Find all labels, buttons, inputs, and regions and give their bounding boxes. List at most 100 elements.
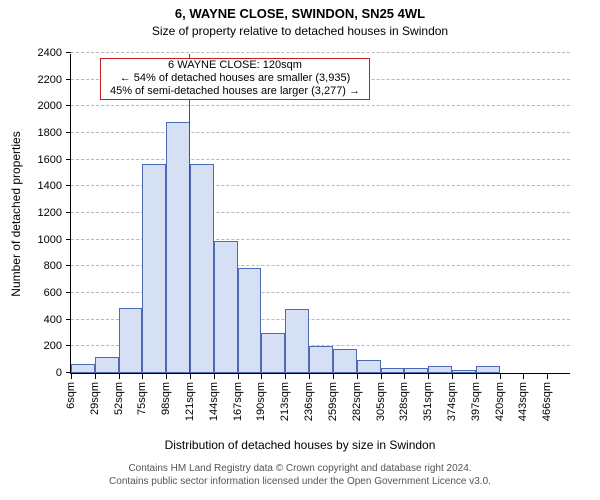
annotation-line2: ← 54% of detached houses are smaller (3,…: [101, 72, 369, 85]
y-tick-mark: [66, 185, 71, 186]
x-tick-label: 443sqm: [517, 382, 529, 421]
x-tick-label: 213sqm: [279, 382, 291, 421]
x-tick-label: 144sqm: [208, 382, 220, 421]
histogram-bar: [119, 308, 143, 373]
x-tick-mark: [238, 374, 239, 379]
x-tick-label: 121sqm: [184, 382, 196, 421]
y-tick-mark: [66, 105, 71, 106]
gridline: [71, 52, 570, 53]
x-tick-label: 98sqm: [160, 382, 172, 415]
x-tick-label: 282sqm: [351, 382, 363, 421]
histogram-bar: [452, 370, 476, 373]
y-tick-mark: [66, 212, 71, 213]
chart-plot-area: 0200400600800100012001400160018002000220…: [70, 54, 570, 374]
x-tick-label: 351sqm: [422, 382, 434, 421]
gridline: [71, 105, 570, 106]
histogram-bar: [142, 164, 166, 373]
annotation-box: 6 WAYNE CLOSE: 120sqm ← 54% of detached …: [100, 58, 370, 100]
x-tick-mark: [547, 374, 548, 379]
histogram-bar: [404, 368, 428, 373]
histogram-bar: [333, 349, 357, 373]
x-tick-mark: [357, 374, 358, 379]
y-tick-label: 400: [44, 314, 62, 326]
y-axis-label: Number of detached properties: [9, 131, 23, 296]
x-tick-mark: [95, 374, 96, 379]
x-tick-mark: [261, 374, 262, 379]
histogram-bar: [95, 357, 119, 373]
histogram-bar: [309, 346, 333, 373]
y-tick-label: 800: [44, 260, 62, 272]
x-tick-mark: [476, 374, 477, 379]
gridline: [71, 159, 570, 160]
y-tick-label: 1200: [38, 207, 62, 219]
y-tick-mark: [66, 265, 71, 266]
footer-line2: Contains public sector information licen…: [0, 475, 600, 488]
gridline: [71, 132, 570, 133]
x-tick-mark: [309, 374, 310, 379]
x-tick-label: 466sqm: [541, 382, 553, 421]
annotation-line1: 6 WAYNE CLOSE: 120sqm: [101, 59, 369, 72]
footer-line1: Contains HM Land Registry data © Crown c…: [0, 462, 600, 475]
x-axis-label: Distribution of detached houses by size …: [0, 438, 600, 452]
x-tick-label: 397sqm: [470, 382, 482, 421]
histogram-bar: [166, 122, 190, 373]
x-tick-mark: [523, 374, 524, 379]
y-tick-label: 1400: [38, 180, 62, 192]
y-tick-mark: [66, 319, 71, 320]
histogram-bar: [285, 309, 309, 373]
x-tick-mark: [142, 374, 143, 379]
y-tick-mark: [66, 345, 71, 346]
x-tick-mark: [381, 374, 382, 379]
x-tick-mark: [214, 374, 215, 379]
histogram-bar: [214, 241, 238, 373]
histogram-bar: [428, 366, 452, 373]
page-title-line1: 6, WAYNE CLOSE, SWINDON, SN25 4WL: [0, 6, 600, 21]
x-tick-label: 374sqm: [446, 382, 458, 421]
x-tick-label: 420sqm: [494, 382, 506, 421]
x-tick-label: 75sqm: [136, 382, 148, 415]
x-tick-label: 328sqm: [398, 382, 410, 421]
y-tick-label: 2000: [38, 100, 62, 112]
annotation-line3: 45% of semi-detached houses are larger (…: [101, 85, 369, 98]
y-tick-label: 1000: [38, 234, 62, 246]
x-tick-label: 259sqm: [327, 382, 339, 421]
histogram-bar: [261, 333, 285, 373]
x-tick-label: 305sqm: [375, 382, 387, 421]
y-tick-label: 600: [44, 287, 62, 299]
y-tick-label: 200: [44, 340, 62, 352]
footer-attribution: Contains HM Land Registry data © Crown c…: [0, 462, 600, 488]
x-tick-mark: [452, 374, 453, 379]
y-tick-mark: [66, 52, 71, 53]
y-tick-label: 1800: [38, 127, 62, 139]
x-tick-label: 167sqm: [232, 382, 244, 421]
x-tick-label: 29sqm: [89, 382, 101, 415]
x-tick-mark: [119, 374, 120, 379]
y-tick-mark: [66, 292, 71, 293]
x-tick-mark: [404, 374, 405, 379]
x-tick-mark: [71, 374, 72, 379]
x-tick-mark: [500, 374, 501, 379]
y-tick-label: 0: [56, 367, 62, 379]
x-tick-mark: [428, 374, 429, 379]
x-tick-mark: [166, 374, 167, 379]
histogram-bar: [190, 164, 214, 373]
x-tick-mark: [333, 374, 334, 379]
y-tick-label: 2200: [38, 74, 62, 86]
y-tick-mark: [66, 79, 71, 80]
histogram-bar: [357, 360, 381, 373]
y-tick-mark: [66, 132, 71, 133]
x-tick-mark: [190, 374, 191, 379]
reference-vline: [189, 54, 190, 373]
x-tick-label: 52sqm: [113, 382, 125, 415]
y-tick-mark: [66, 159, 71, 160]
histogram-bar: [476, 366, 500, 373]
histogram-bar: [381, 368, 405, 373]
histogram-bar: [71, 364, 95, 373]
x-tick-mark: [285, 374, 286, 379]
y-tick-label: 1600: [38, 154, 62, 166]
y-tick-mark: [66, 239, 71, 240]
x-tick-label: 190sqm: [255, 382, 267, 421]
histogram-bar: [238, 268, 262, 373]
y-tick-label: 2400: [38, 47, 62, 59]
x-tick-label: 236sqm: [303, 382, 315, 421]
